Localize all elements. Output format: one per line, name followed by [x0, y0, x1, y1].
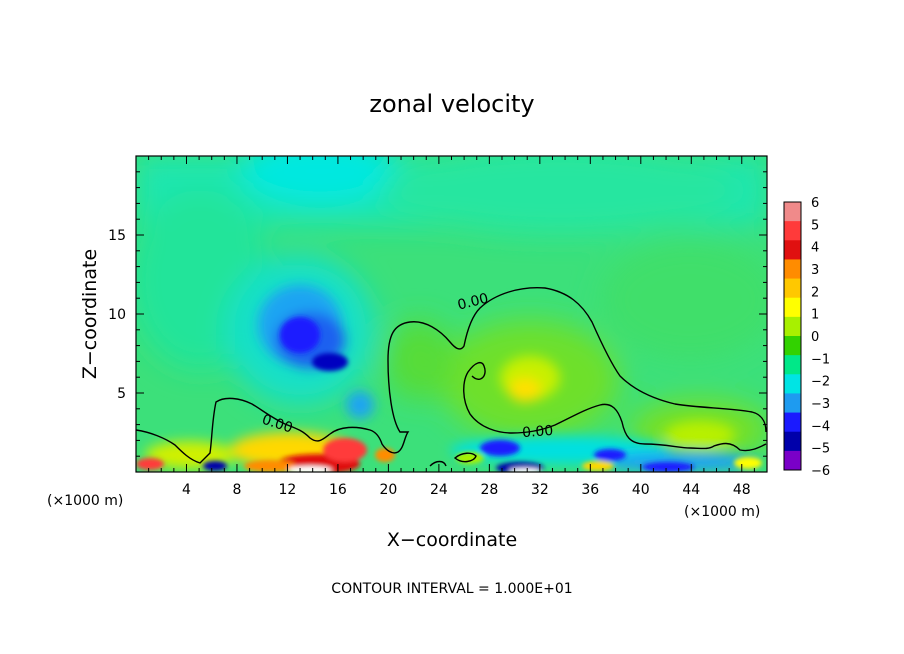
x-tick-label: 8: [232, 482, 241, 498]
x-tick-label: 32: [531, 482, 549, 498]
contour-label-3: 0.00: [522, 423, 554, 441]
x-tick-label: 24: [430, 482, 448, 498]
y-tick-labels: 5 10 15: [108, 228, 126, 402]
x-tick-label: 40: [632, 482, 650, 498]
colorbar-swatch: [784, 450, 801, 471]
minor-ticks: [136, 156, 767, 472]
velocity-field: 0.00 0.00 0.00: [136, 156, 767, 472]
x-tick-label: 36: [581, 482, 599, 498]
x-tick-labels: 4 8 12 16 20 24 28 32 36 40 44 48: [182, 482, 751, 498]
y-tick-label: 10: [108, 307, 126, 323]
colorbar-swatch: [784, 259, 801, 280]
colorbar-tick-label: 5: [811, 218, 819, 233]
colorbar-tick-label: 6: [811, 196, 819, 211]
y-tick-label: 15: [108, 228, 126, 244]
colorbar-tick-label: 1: [811, 308, 819, 323]
zero-contour-island-2: [429, 460, 447, 467]
colorbar-swatch: [784, 316, 801, 337]
contour-label-1: 0.00: [456, 291, 490, 314]
y-tick-label: 5: [117, 386, 126, 402]
colorbar-swatch: [784, 297, 801, 318]
zero-contour-left: [136, 286, 767, 464]
colorbar-swatch: [784, 431, 801, 452]
colorbar-tick-label: 3: [811, 263, 819, 278]
colorbar-tick-label: −5: [811, 442, 830, 457]
x-axis-label: X−coordinate: [387, 529, 517, 551]
colorbar-tick-label: 4: [811, 241, 819, 256]
colorbar-tick-label: −1: [811, 352, 830, 367]
colorbar-swatch: [784, 355, 801, 375]
colorbar-swatch: [784, 374, 801, 394]
colorbar-swatch: [784, 336, 801, 356]
y-axis-label: Z−coordinate: [79, 249, 101, 379]
colorbar-tick-label: −6: [811, 464, 830, 479]
colorbar-swatch: [784, 412, 801, 433]
contour-interval-note: CONTOUR INTERVAL = 1.000E+01: [331, 581, 572, 597]
x-tick-label: 28: [480, 482, 498, 498]
x-tick-label: 12: [279, 482, 297, 498]
colorbar-frame: [783, 201, 802, 471]
zero-contour-right: [463, 361, 767, 452]
colorbar-swatch: [784, 240, 801, 260]
x-tick-label: 16: [329, 482, 347, 498]
x-tick-label: 44: [682, 482, 700, 498]
colorbar-tick-label: −2: [811, 375, 830, 390]
colorbar-tick-label: 0: [811, 330, 819, 345]
colorbar-tick-label: 2: [811, 285, 819, 300]
chart-title: zonal velocity: [369, 90, 534, 118]
x-unit-label: (×1000 m): [684, 504, 760, 520]
x-tick-label: 4: [182, 482, 191, 498]
colorbar-tick-label: −4: [811, 419, 830, 434]
colorbar-swatch: [784, 202, 801, 222]
zero-contour-island: [453, 452, 477, 463]
colorbar-swatch: [784, 278, 801, 299]
colorbar: 6 5 4 3 2 1 0 −1 −2 −3 −4 −5 −6: [783, 196, 830, 479]
colorbar-swatch: [784, 393, 801, 414]
x-tick-label: 20: [379, 482, 397, 498]
field-fine-structure: [136, 317, 762, 472]
z-unit-label: (×1000 m): [47, 493, 123, 509]
colorbar-swatch: [784, 221, 801, 241]
zero-contours: [136, 286, 767, 467]
x-tick-label: 48: [733, 482, 751, 498]
colorbar-tick-label: −3: [811, 397, 830, 412]
